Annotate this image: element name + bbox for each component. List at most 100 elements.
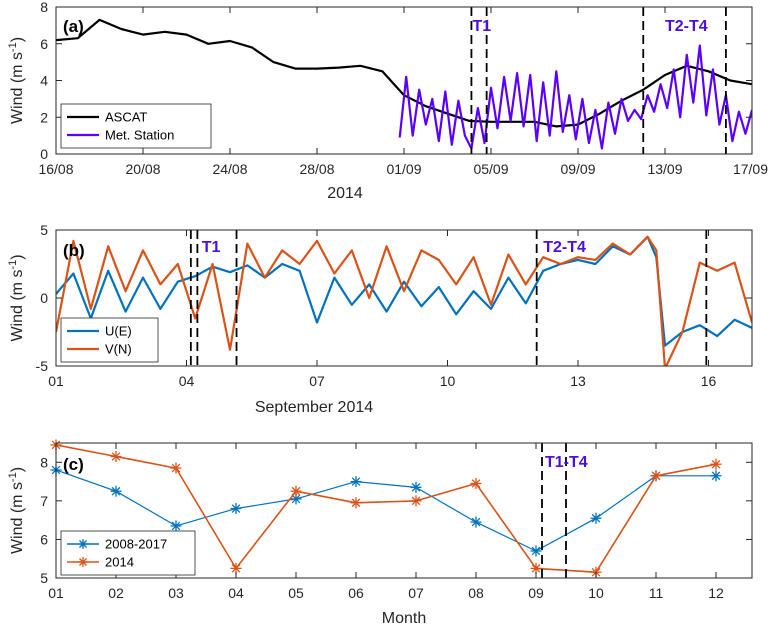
y-tick-label: 7 xyxy=(40,493,48,509)
x-tick-label: 20/08 xyxy=(125,161,160,177)
event-label: T1 xyxy=(473,18,492,35)
data-point xyxy=(170,520,182,532)
x-tick-label: 07 xyxy=(309,373,325,389)
legend-label: U(E) xyxy=(105,324,132,339)
x-tick-label: 28/08 xyxy=(299,161,334,177)
x-axis-label: 2014 xyxy=(327,185,363,202)
data-point xyxy=(590,512,602,524)
marker-stroke xyxy=(711,471,721,481)
marker-stroke xyxy=(411,483,421,492)
x-tick-label: 12 xyxy=(708,585,724,601)
marker-stroke xyxy=(79,558,87,566)
series-line-v-n- xyxy=(56,235,752,366)
x-tick-label: 04 xyxy=(179,373,195,389)
plot-frame xyxy=(55,442,753,579)
y-axis-label-main: Wind (m s xyxy=(9,270,26,342)
y-axis-label-close: ) xyxy=(9,467,26,472)
marker-stroke xyxy=(231,504,241,513)
x-tick-label: 17/09 xyxy=(733,161,768,177)
x-tick-label: 13 xyxy=(570,373,586,389)
legend-label: Met. Station xyxy=(105,128,174,143)
legend-box xyxy=(60,530,196,576)
legend-marker xyxy=(78,539,88,549)
x-tick-label: 01 xyxy=(48,373,64,389)
x-tick-label: 07 xyxy=(408,585,424,601)
legend-label: ASCAT xyxy=(105,110,147,125)
data-point xyxy=(230,503,242,515)
y-tick-label: -5 xyxy=(36,358,49,374)
data-point xyxy=(110,451,122,462)
marker-stroke xyxy=(471,517,481,527)
data-point xyxy=(410,495,422,507)
marker-stroke xyxy=(351,498,361,508)
x-tick-label: 04 xyxy=(228,585,244,601)
x-tick-label: 01/09 xyxy=(386,161,421,177)
data-point xyxy=(530,545,542,557)
x-tick-label: 01 xyxy=(48,585,64,601)
x-tick-label: 09 xyxy=(528,585,544,601)
x-tick-label: 10 xyxy=(588,585,604,601)
panel-c: T1-T4 5 6 7 8 01 02 03 04 05 06 07 08 09 10 11 12 Month Wi… xyxy=(7,439,753,626)
plot-frame xyxy=(55,229,753,367)
legend: ASCAT Met. Station xyxy=(60,103,212,149)
marker-stroke xyxy=(111,486,121,496)
legend-label: V(N) xyxy=(105,342,132,357)
marker-stroke xyxy=(591,513,601,523)
x-tick-label: 16 xyxy=(701,373,717,389)
x-tick-label: 09/09 xyxy=(560,161,595,177)
panel-a: T1 T2-T4 0 2 4 6 8 16/08 20/08 24/08 28/08 01/09 05/… xyxy=(7,0,768,202)
legend-marker xyxy=(78,557,88,567)
data-point xyxy=(470,478,482,489)
panel-tag: (a) xyxy=(63,17,84,36)
y-tick-label: 2 xyxy=(40,109,48,125)
y-axis-label-close: ) xyxy=(9,37,26,42)
data-point xyxy=(350,497,362,509)
data-point xyxy=(110,485,122,497)
y-axis-label: Wind (m s-1) xyxy=(7,37,26,124)
data-point xyxy=(470,516,482,528)
series-line-2014 xyxy=(56,444,717,574)
y-axis-label-sup: -1 xyxy=(7,42,19,52)
y-tick-label: 5 xyxy=(40,222,48,238)
data-point xyxy=(170,462,182,474)
y-tick-label: 5 xyxy=(40,570,48,586)
marker-stroke xyxy=(411,496,421,506)
data-point xyxy=(650,470,662,482)
y-tick-label: 8 xyxy=(40,454,48,470)
legend: 2008-2017 2014 xyxy=(60,530,196,576)
y-tick-label: 6 xyxy=(40,36,48,52)
x-tick-label: 03 xyxy=(168,585,184,601)
x-tick-label: 11 xyxy=(649,585,664,601)
x-tick-label: 08 xyxy=(468,585,484,601)
y-axis-label-close: ) xyxy=(9,254,26,259)
event-label: T2-T4 xyxy=(543,239,586,256)
y-axis-label-sup: -1 xyxy=(7,260,19,270)
marker-stroke xyxy=(291,486,301,496)
y-tick-label: 8 xyxy=(40,0,48,15)
panel-tag: (b) xyxy=(63,241,85,260)
y-tick-label: 6 xyxy=(40,531,48,547)
marker-stroke xyxy=(651,471,661,481)
x-tick-label: 10 xyxy=(440,373,456,389)
event-label: T1 xyxy=(202,239,221,256)
panel-b: T1 T2-T4 -5 0 5 01 04 07 10 13 16 September 2014 Win… xyxy=(7,222,753,416)
y-tick-label: 0 xyxy=(40,290,48,306)
x-tick-label: 13/09 xyxy=(647,161,682,177)
series-line-met-station xyxy=(398,44,752,150)
x-tick-label: 24/08 xyxy=(212,161,247,177)
marker-stroke xyxy=(111,452,121,461)
marker-stroke xyxy=(531,564,541,573)
y-axis-label: Wind (m s-1) xyxy=(7,254,26,341)
marker-stroke xyxy=(79,540,87,548)
legend: U(E) V(N) xyxy=(60,317,159,363)
legend-label: 2014 xyxy=(105,555,134,570)
x-tick-label: 06 xyxy=(348,585,364,601)
marker-stroke xyxy=(711,459,721,469)
x-axis-label: September 2014 xyxy=(255,399,373,416)
x-tick-label: 05/09 xyxy=(473,161,508,177)
x-tick-label: 16/08 xyxy=(38,161,73,177)
data-point xyxy=(710,470,722,482)
event-label: T1-T4 xyxy=(545,454,588,471)
x-tick-label: 02 xyxy=(108,585,124,601)
